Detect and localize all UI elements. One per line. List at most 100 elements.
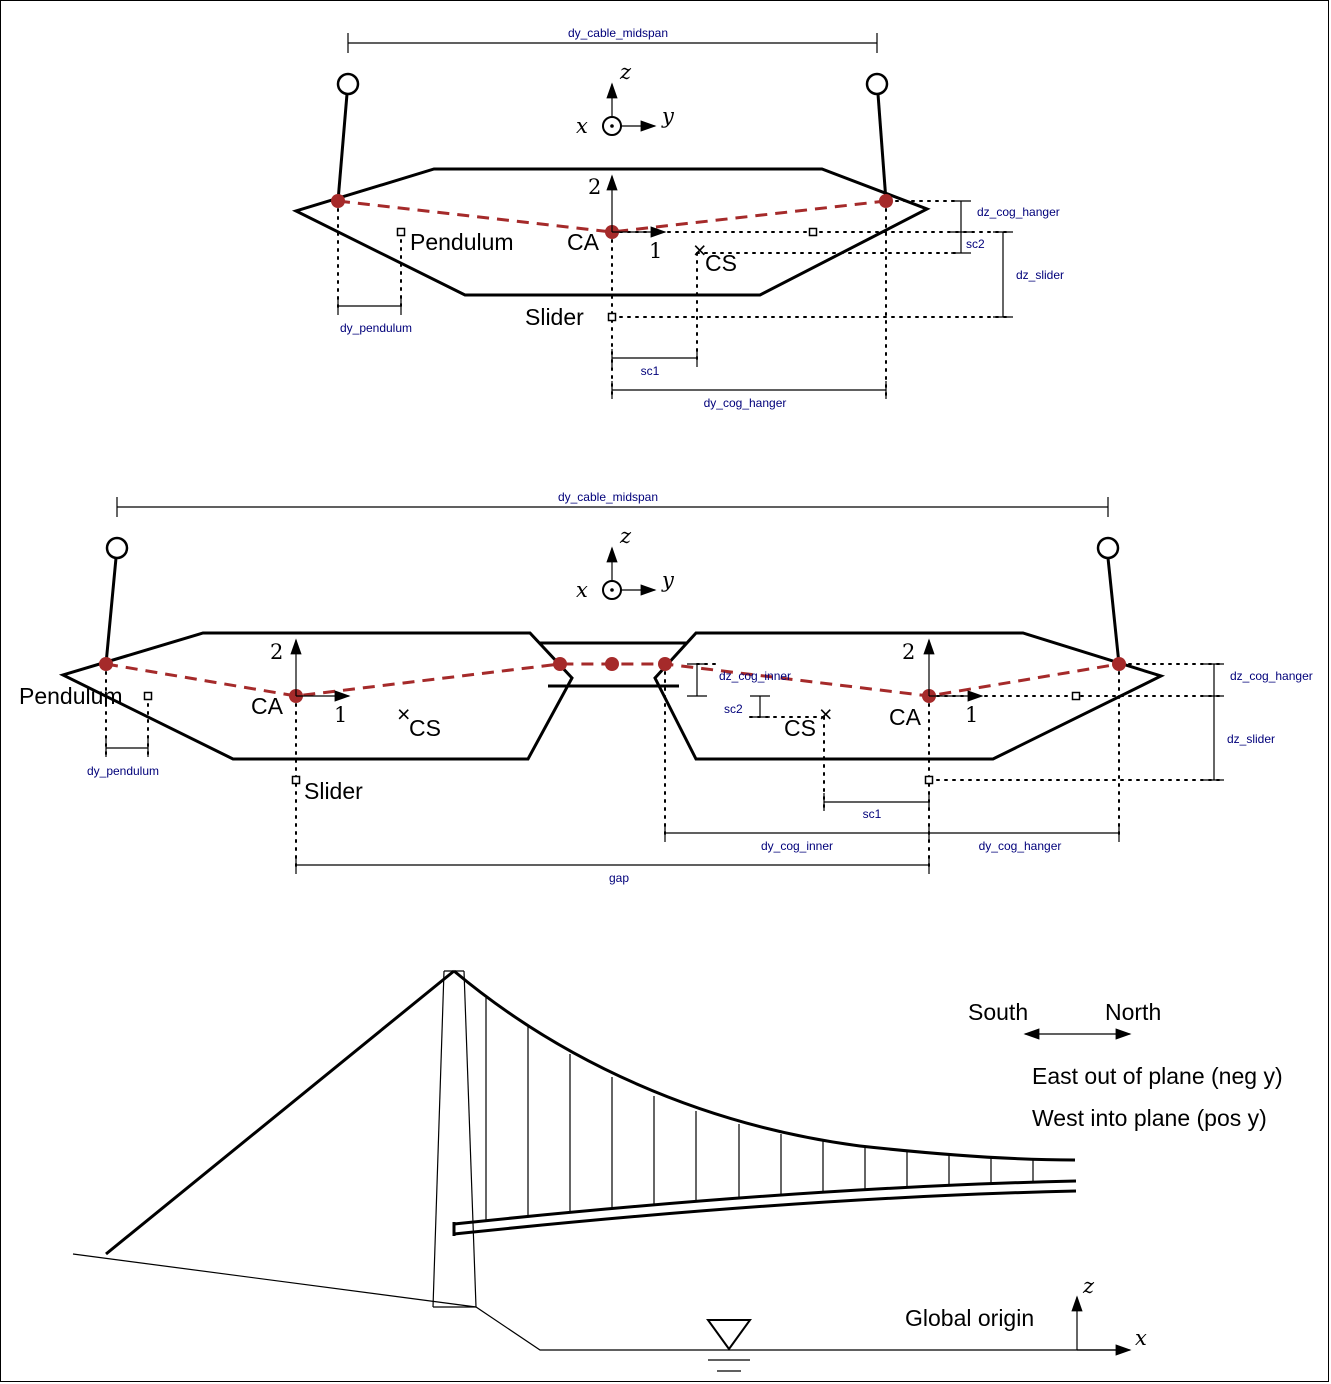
ground-line xyxy=(72,1253,1128,1351)
dim-pendulum-y-twin: dy_pendulum xyxy=(87,739,159,778)
dim-label-cable-midspan: dy_cable_midspan xyxy=(568,26,668,40)
slider-marker xyxy=(607,312,617,322)
local-axis-1-label: 1 xyxy=(334,703,347,727)
dim-cable-midspan: dy_cable_midspan xyxy=(347,26,878,53)
twin-box-section: dy_cable_midspan z y x xyxy=(19,490,1313,885)
local-axis-2-label: 2 xyxy=(588,175,601,199)
beam-node xyxy=(1112,657,1126,671)
elevation-hangers xyxy=(485,997,1034,1220)
dim-cog-hanger-z-twin: dz_cog_hanger xyxy=(1204,663,1313,697)
beam-node xyxy=(605,657,619,671)
ca-label-right: CA xyxy=(889,704,922,730)
beam-node xyxy=(553,657,567,671)
dim-label-cog-inner-z: dz_cog_inner xyxy=(719,669,791,683)
beam-element-line xyxy=(337,199,887,234)
pendulum-marker xyxy=(808,227,818,237)
dim-label-sc1-twin: sc1 xyxy=(863,807,882,821)
cross-beam-outline xyxy=(540,641,687,688)
dim-cable-midspan-twin: dy_cable_midspan xyxy=(116,490,1109,517)
dim-cog-hanger-z: dz_cog_hanger xyxy=(951,200,1060,233)
beam-node xyxy=(99,657,113,671)
local-axis-1-label: 1 xyxy=(649,239,662,263)
slider-label: Slider xyxy=(304,778,363,804)
dim-cog-inner-y: dy_cog_inner dy_cog_hanger xyxy=(664,824,1120,853)
ca-label: CA xyxy=(567,229,600,255)
left-box-girder-outline xyxy=(58,631,574,761)
dim-label-cog-hanger-y-twin: dy_cog_hanger xyxy=(979,839,1062,853)
right-box-girder-outline xyxy=(653,631,1166,761)
single-box-section: dy_cable_midspan z y x xyxy=(291,26,1064,410)
beam-node xyxy=(331,194,345,208)
local-axis-1-label: 1 xyxy=(965,703,978,727)
dim-cog-inner-z: dz_cog_inner xyxy=(687,663,791,697)
main-cable xyxy=(453,969,1076,1162)
global-origin-label: Global origin xyxy=(905,1305,1034,1331)
dim-label-pendulum-y-twin: dy_pendulum xyxy=(87,764,159,778)
west-note: West into plane (pos y) xyxy=(1032,1105,1267,1131)
dim-pendulum-y: dy_pendulum xyxy=(337,297,412,335)
dim-label-cog-hanger-z-twin: dz_cog_hanger xyxy=(1230,669,1313,683)
water-level-icon xyxy=(706,1319,752,1372)
slider-marker xyxy=(291,775,301,785)
pendulum-marker xyxy=(396,227,406,237)
cs-marker: × xyxy=(397,701,410,727)
global-x-label: x xyxy=(1135,1326,1147,1350)
hangers xyxy=(104,536,1121,665)
pendulum-marker xyxy=(143,691,153,701)
dim-label-cog-hanger-z: dz_cog_hanger xyxy=(977,205,1060,219)
dim-label-sc2-twin: sc2 xyxy=(724,702,743,716)
box-girder-outline xyxy=(291,167,931,297)
dim-label-cog-inner-y: dy_cog_inner xyxy=(761,839,833,853)
dim-slider-z: dz_slider xyxy=(993,231,1064,318)
axis-z-label: z xyxy=(619,524,632,548)
coordinate-system-icon: z y x xyxy=(576,60,675,138)
dim-slider-z-twin: dz_slider xyxy=(1204,696,1275,781)
global-axes-icon: z x xyxy=(1071,1274,1147,1356)
dim-label-gap: gap xyxy=(609,871,629,885)
local-axis-2-label: 2 xyxy=(270,640,283,664)
global-z-label: z xyxy=(1082,1274,1095,1298)
backstay-cable xyxy=(105,969,455,1256)
dim-label-sc1: sc1 xyxy=(641,364,660,378)
axis-x-label: x xyxy=(576,578,588,602)
cs-label-left: CS xyxy=(409,715,441,741)
dim-sc1-twin: sc1 xyxy=(823,793,930,821)
slider-label: Slider xyxy=(525,304,584,330)
orientation-legend: South North East out of plane (neg y) We… xyxy=(968,999,1283,1131)
deck-bottom xyxy=(453,1189,1077,1236)
cs-marker: × xyxy=(819,701,832,727)
north-label: North xyxy=(1105,999,1161,1025)
dim-label-sc2: sc2 xyxy=(966,237,985,251)
coordinate-system-icon: z y x xyxy=(576,524,675,602)
local-axis-2-label: 2 xyxy=(902,640,915,664)
dim-sc2: sc2 xyxy=(951,232,985,254)
beam-node xyxy=(658,657,672,671)
ca-label-left: CA xyxy=(251,693,284,719)
deck-top xyxy=(453,1179,1077,1226)
local-axes-right: 2 1 xyxy=(902,638,984,727)
dim-label-slider-z-twin: dz_slider xyxy=(1227,732,1275,746)
pendulum-label: Pendulum xyxy=(19,683,123,709)
dim-label-cable-midspan-twin: dy_cable_midspan xyxy=(558,490,658,504)
beam-node xyxy=(879,194,893,208)
axis-x-label: x xyxy=(576,114,588,138)
bridge-elevation: z x Global origin South North East out o… xyxy=(72,969,1283,1372)
dim-label-pendulum-y: dy_pendulum xyxy=(340,321,412,335)
dim-gap: gap xyxy=(295,856,930,885)
dim-label-cog-hanger-y: dy_cog_hanger xyxy=(704,396,787,410)
hangers xyxy=(336,72,889,202)
dim-sc1: sc1 xyxy=(611,349,698,378)
pendulum-marker xyxy=(1071,691,1081,701)
pendulum-label: Pendulum xyxy=(410,229,514,255)
axis-y-label: y xyxy=(661,104,675,128)
cs-marker: × xyxy=(693,237,706,263)
dim-label-slider-z: dz_slider xyxy=(1016,268,1064,282)
east-note: East out of plane (neg y) xyxy=(1032,1063,1283,1089)
south-label: South xyxy=(968,999,1028,1025)
local-axes: 2 1 xyxy=(588,174,667,263)
axis-z-label: z xyxy=(619,60,632,84)
dim-cog-hanger-y: dy_cog_hanger xyxy=(611,381,887,410)
slider-marker xyxy=(924,775,934,785)
